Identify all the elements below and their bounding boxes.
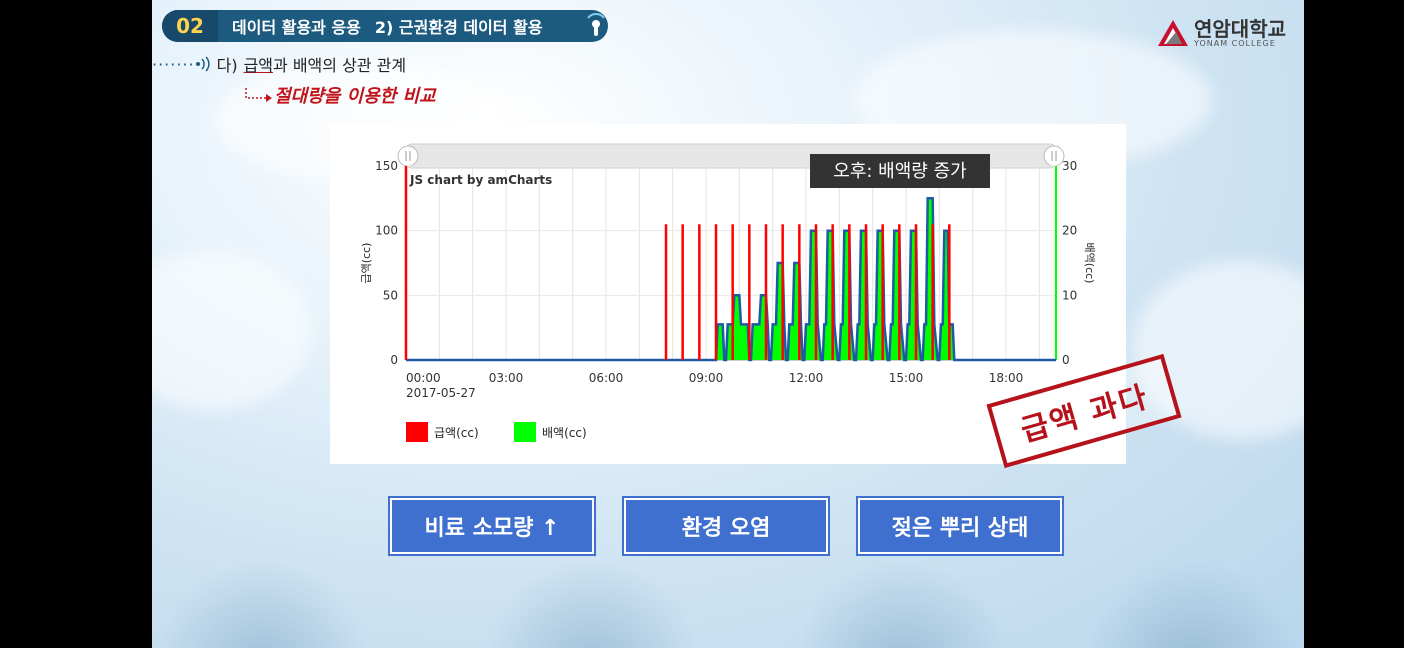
y-tick-left: 100 [375,224,398,238]
subtitle-prefix: 다) [216,56,238,75]
legend-swatch [406,422,428,442]
y-axis-label-right: 배액(cc) [1083,243,1096,284]
x-tick-label: 15:00 [889,371,924,385]
section-number: 02 [162,10,218,42]
logo-name-ko: 연암대학교 [1194,16,1286,41]
x-tick-label: 00:00 [406,371,441,385]
annotation-text: 오후: 배액량 증가 [833,161,966,182]
pine-decoration [1082,558,1302,648]
drain-area [406,198,1056,360]
y-tick-right: 30 [1062,159,1077,173]
section-subtitle: 2) 근권환경 데이터 활용 [374,18,543,37]
x-tick-label: 06:00 [589,371,624,385]
y-tick-right: 0 [1062,353,1070,367]
y-tick-right: 20 [1062,224,1077,238]
college-logo: 연암대학교 YONAM COLLEGE [1156,16,1286,50]
y-tick-left: 0 [390,353,398,367]
section-title: 데이터 활용과 응용 [232,18,361,37]
slide: 02 데이터 활용과 응용 2) 근권환경 데이터 활용 연암대학교 YONAM… [152,0,1304,648]
legend-label: 급액(cc) [434,426,479,440]
emphasis-text: 절대량을 이용한 비교 [274,86,436,107]
y-tick-left: 150 [375,159,398,173]
dotted-leader: ······· [152,54,195,74]
subtitle-rest: 과 배액의 상관 관계 [273,56,407,75]
arrow-icon [245,88,272,102]
scrollbar-right-handle[interactable] [1043,145,1065,167]
x-tick-label: 03:00 [489,371,524,385]
chart: 0 50 100 150 0 10 20 30 급액(cc) 배액(cc) 00:002017-05… [360,143,1096,442]
y-tick-right: 10 [1062,288,1077,302]
chart-card: 0 50 100 150 0 10 20 30 급액(cc) 배액(cc) 00:00 2017-05… [330,124,1126,464]
annotation-box: 오후: 배액량 증가 [810,154,990,188]
legend-swatch [514,422,536,442]
pine-decoration [482,558,702,648]
y-tick-left: 50 [383,288,398,302]
drain-series [406,197,1056,362]
cloud [152,250,312,410]
cloud [1132,260,1304,440]
subtitle-line: ······· 다) 급액 과 배액의 상관 관계 [152,52,406,76]
legend-label: 배액(cc) [542,426,587,440]
x-tick-sublabel: 2017-05-27 [406,386,476,400]
touch-icon [587,13,605,36]
environment-pollution-button[interactable]: 환경 오염 [622,496,830,556]
logo-name-en: YONAM COLLEGE [1194,38,1276,48]
y-axis-label-left: 급액(cc) [360,243,373,284]
fertilizer-consumption-button[interactable]: 비료 소모량 ↑ [388,496,596,556]
axes: 0 50 100 150 0 10 20 30 급액(cc) 배액(cc) 00:002017-05… [360,159,1096,400]
pine-decoration [792,558,1012,648]
section-header: 02 데이터 활용과 응용 2) 근권환경 데이터 활용 [162,10,608,42]
sound-wave-icon [195,56,210,72]
drain-line [406,197,1056,362]
legend: 급액(cc) 배액(cc) [406,422,587,442]
x-tick-label: 12:00 [789,371,824,385]
x-tick-label: 18:00 [989,371,1024,385]
subtitle-underlined: 급액 [243,56,274,75]
logo-icon [1158,20,1188,46]
emphasis-line: 절대량을 이용한 비교 [244,82,436,108]
scrollbar-left-handle[interactable] [397,145,419,167]
pine-decoration [152,558,372,648]
wet-root-button[interactable]: 젖은 뿌리 상태 [856,496,1064,556]
chart-credit: JS chart by amCharts [409,173,552,187]
supply-series [404,166,951,360]
x-tick-label: 09:00 [689,371,724,385]
